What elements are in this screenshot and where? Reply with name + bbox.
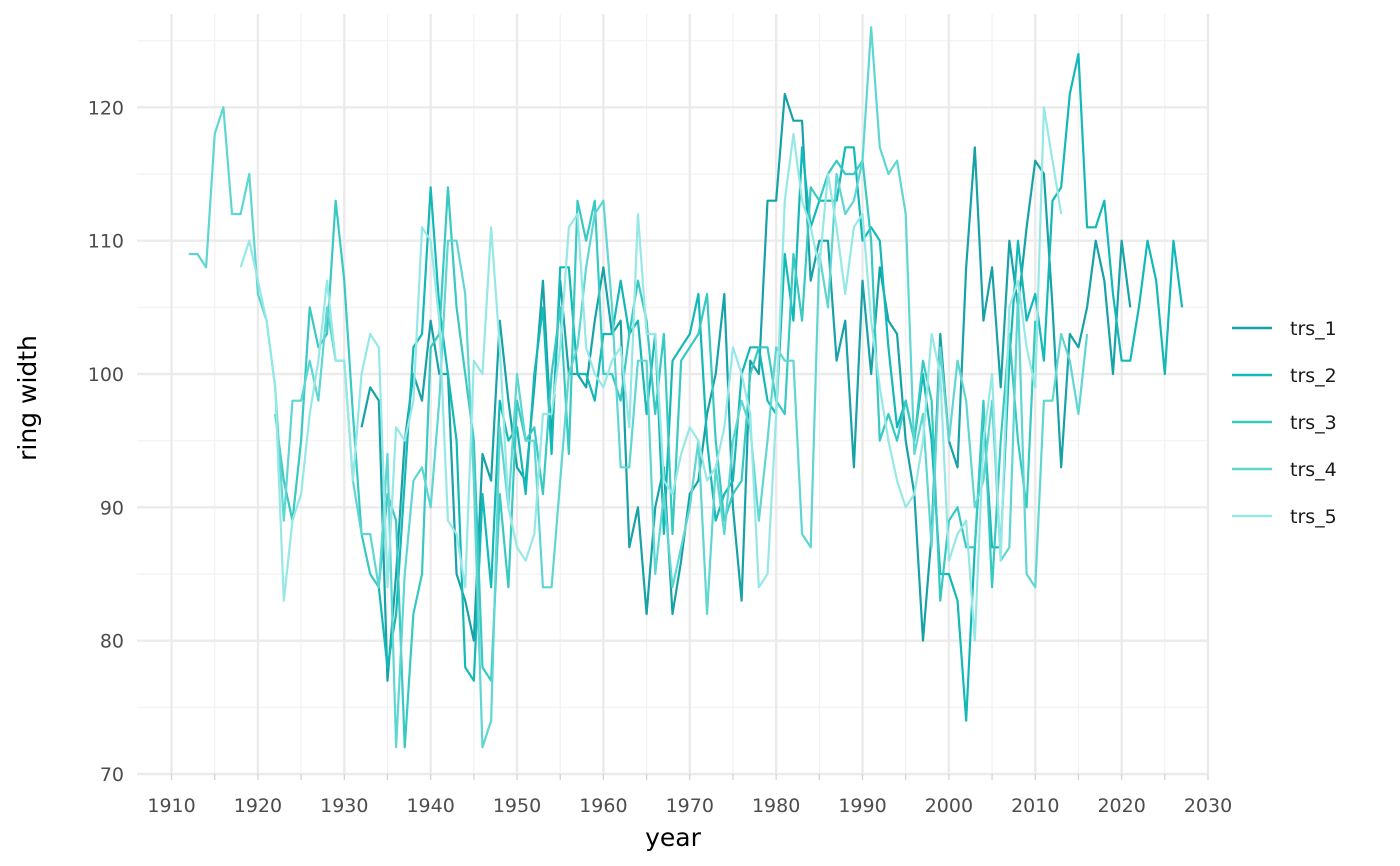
x-axis-ticks [170, 774, 1209, 780]
y-tick-label: 90 [100, 497, 124, 519]
series-lines [188, 26, 1184, 749]
x-axis-tick-labels: 1910 1920 1930 1940 1950 1960 1970 1980 1990 2000… [147, 795, 1232, 817]
x-tick-label: 1910 [147, 795, 195, 817]
x-tick-label: 1990 [838, 795, 886, 817]
legend-item-trs_3: trs_3 [1232, 412, 1337, 434]
legend-item-trs_5: trs_5 [1232, 506, 1337, 528]
legend-item-trs_2: trs_2 [1232, 365, 1337, 387]
x-tick-label: 1950 [493, 795, 541, 817]
legend-label-trs_1: trs_1 [1290, 318, 1337, 340]
series-line-trs_3 [274, 159, 1037, 749]
y-tick-label: 110 [88, 231, 124, 253]
y-tick-label: 120 [88, 97, 124, 119]
legend: trs_1 trs_2 trs_3 trs_4 trs_5 [1232, 318, 1337, 528]
series-line-trs_5 [239, 106, 1063, 642]
x-tick-label: 1960 [579, 795, 627, 817]
x-axis-title: year [645, 823, 701, 852]
x-tick-label: 2020 [1097, 795, 1145, 817]
x-tick-label: 1970 [666, 795, 714, 817]
x-tick-label: 2010 [1011, 795, 1059, 817]
legend-item-trs_1: trs_1 [1232, 318, 1337, 340]
y-axis-title: ring width [13, 335, 42, 461]
legend-label-trs_5: trs_5 [1290, 506, 1337, 528]
minor-gridlines [137, 14, 1208, 774]
x-tick-label: 1920 [234, 795, 282, 817]
legend-label-trs_3: trs_3 [1290, 412, 1337, 434]
x-tick-label: 1980 [752, 795, 800, 817]
legend-label-trs_2: trs_2 [1290, 365, 1337, 387]
y-tick-label: 80 [100, 631, 124, 653]
legend-label-trs_4: trs_4 [1290, 459, 1337, 481]
y-tick-label: 100 [88, 364, 124, 386]
legend-item-trs_4: trs_4 [1232, 459, 1337, 481]
series-line-trs_1 [360, 92, 1132, 682]
x-tick-label: 2000 [925, 795, 973, 817]
x-tick-label: 2030 [1184, 795, 1232, 817]
y-tick-label: 70 [100, 764, 124, 786]
x-tick-label: 1930 [320, 795, 368, 817]
x-tick-label: 1940 [406, 795, 454, 817]
major-gridlines [137, 14, 1210, 776]
y-axis-tick-labels: 70 80 90 100 110 120 [88, 97, 124, 786]
